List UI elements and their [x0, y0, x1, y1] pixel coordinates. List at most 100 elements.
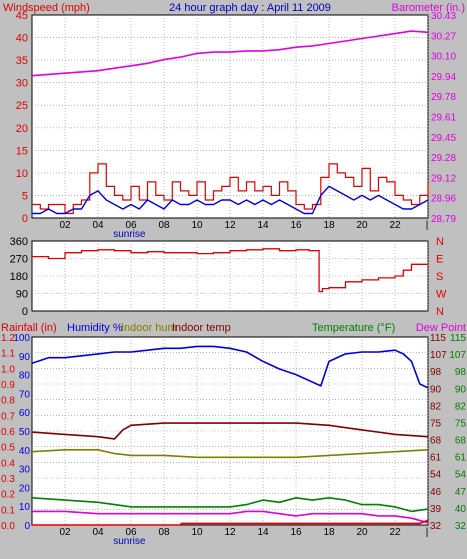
humidity-tick-label: 100 — [13, 333, 30, 344]
x-tick-label: 12 — [224, 220, 236, 231]
temperature-tick-label: 32 — [455, 521, 467, 532]
humidity-tick-label: 90 — [19, 352, 31, 363]
humidity-tick-label: 60 — [19, 408, 31, 419]
x-tick-label: 22 — [389, 527, 401, 538]
humidity-line — [31, 345, 429, 389]
compass-tick-label: E — [436, 254, 443, 266]
x-tick-label: 22 — [389, 220, 401, 231]
barometer-axis-label: Barometer (in.) — [392, 2, 465, 14]
legend-indoor-temp: Indoor temp — [172, 322, 231, 334]
wind-direction-line — [32, 248, 429, 293]
windspeed-tick-label: 5 — [22, 190, 28, 202]
x-tick-label: 06 — [125, 220, 137, 231]
rainfall-tick-label: 0.1 — [1, 505, 15, 516]
legend-dewpoint: Dew Point — [416, 322, 466, 334]
x-tick-label: 14 — [257, 527, 269, 538]
indoor_hum-line — [31, 449, 429, 459]
windavg-line — [32, 185, 429, 215]
windspeed-axis-label: Windspeed (mph) — [3, 2, 90, 14]
x-tick-label: 18 — [323, 527, 335, 538]
indoor-temp-tick-label: 61 — [430, 453, 442, 464]
temperature-line — [31, 497, 429, 513]
wind-direction-series — [32, 248, 429, 293]
indoor-temp-tick-label: 54 — [430, 470, 442, 481]
temperature-tick-label: 98 — [455, 367, 467, 378]
barometer-tick-label: 30.27 — [431, 31, 456, 42]
rain-line — [32, 519, 429, 526]
barometer-tick-label: 29.61 — [431, 113, 456, 124]
x-tick-label: 16 — [290, 220, 302, 231]
temperature-tick-label: 40 — [455, 504, 467, 515]
x-tick-label: 20 — [356, 220, 368, 231]
compass-tick-label: W — [436, 289, 447, 301]
indoor-temp-tick-label: 39 — [430, 504, 442, 515]
x-tick-label: | — [426, 220, 429, 231]
direction-tick-label: 270 — [10, 254, 28, 266]
legend-humidity: Humidity % — [67, 322, 123, 334]
windspeed-line — [32, 163, 429, 215]
indoor-temp-tick-label: 115 — [430, 333, 446, 344]
x-tick-label: 12 — [224, 527, 236, 538]
rainfall-tick-label: 0.0 — [1, 521, 15, 532]
temperature-tick-label: 54 — [455, 470, 467, 481]
x-tick-label: 02 — [59, 527, 71, 538]
compass-tick-label: N — [436, 236, 444, 248]
indoor-temp-tick-label: 46 — [430, 487, 442, 498]
humidity-tick-label: 40 — [19, 446, 31, 457]
rainfall-tick-label: 0.9 — [1, 380, 15, 391]
barometer-tick-label: 30.10 — [431, 52, 456, 63]
temperature-tick-label: 90 — [455, 384, 467, 395]
direction-tick-label: 90 — [16, 289, 28, 301]
barometer-tick-label: 29.78 — [431, 92, 456, 103]
x-tick-label: 20 — [356, 527, 368, 538]
humidity-tick-label: 50 — [19, 427, 31, 438]
windspeed-tick-label: 25 — [16, 100, 28, 112]
indoor-temp-tick-label: 82 — [430, 401, 442, 412]
humidity-tick-label: 80 — [19, 371, 31, 382]
indoor-temp-tick-label: 32 — [430, 521, 442, 532]
humidity-tick-label: 70 — [19, 389, 31, 400]
wind-barometer-ticks: 0 5 10 15 20 25 30 35 40 45 28.79 28.96 29.12 29.28 29… — [16, 10, 457, 240]
legend-temperature: Temperature (°F) — [312, 322, 395, 334]
barometer-tick-label: 28.79 — [431, 214, 456, 225]
windspeed-tick-label: 20 — [16, 123, 28, 135]
x-tick-label: 16 — [290, 527, 302, 538]
humidity-tick-label: 30 — [19, 465, 31, 476]
windspeed-tick-label: 30 — [16, 78, 28, 90]
temperature-tick-label: 107 — [449, 350, 466, 361]
rainfall-tick-label: 0.3 — [1, 474, 15, 485]
barometer-line — [31, 30, 429, 77]
x-tick-label: 02 — [59, 220, 71, 231]
direction-tick-label: 0 — [22, 306, 28, 318]
rainfall-tick-label: 1.1 — [1, 349, 15, 360]
x-tick-label: 18 — [323, 220, 335, 231]
rainfall-tick-label: 0.2 — [1, 490, 15, 501]
temperature-tick-label: 115 — [450, 333, 466, 344]
indoor-temp-tick-label: 90 — [430, 384, 442, 395]
dewpoint-line — [32, 510, 429, 524]
temp-humidity-grid — [32, 337, 429, 525]
windspeed-tick-label: 40 — [16, 33, 28, 45]
temp-humidity-ticks: 0.0 0.1 0.2 0.3 0.4 0.5 0.6 0.7 0.8 0.9 1.0 1.1 1.2 0… — [1, 333, 466, 547]
direction-tick-label: 180 — [10, 271, 28, 283]
x-tick-label: 04 — [92, 527, 104, 538]
rainfall-tick-label: 0.7 — [1, 411, 15, 422]
indoor-temp-tick-label: 107 — [430, 350, 447, 361]
wind-barometer-series — [31, 30, 429, 215]
barometer-tick-label: 29.45 — [431, 133, 456, 144]
rainfall-tick-label: 1.0 — [1, 364, 15, 375]
legend-indoor-hum: Indoor hum — [121, 322, 177, 334]
windspeed-tick-label: 10 — [16, 168, 28, 180]
windspeed-tick-label: 15 — [16, 145, 28, 157]
barometer-tick-label: 29.12 — [431, 173, 456, 184]
temperature-tick-label: 75 — [455, 418, 467, 429]
x-tick-label: 08 — [158, 220, 170, 231]
rainfall-tick-label: 1.2 — [1, 333, 15, 344]
temperature-tick-label: 47 — [455, 487, 467, 498]
x-tick-label: 14 — [257, 220, 269, 231]
sunrise-label: sunrise — [113, 536, 146, 547]
humidity-tick-label: 20 — [19, 483, 31, 494]
temperature-tick-label: 82 — [455, 401, 467, 412]
